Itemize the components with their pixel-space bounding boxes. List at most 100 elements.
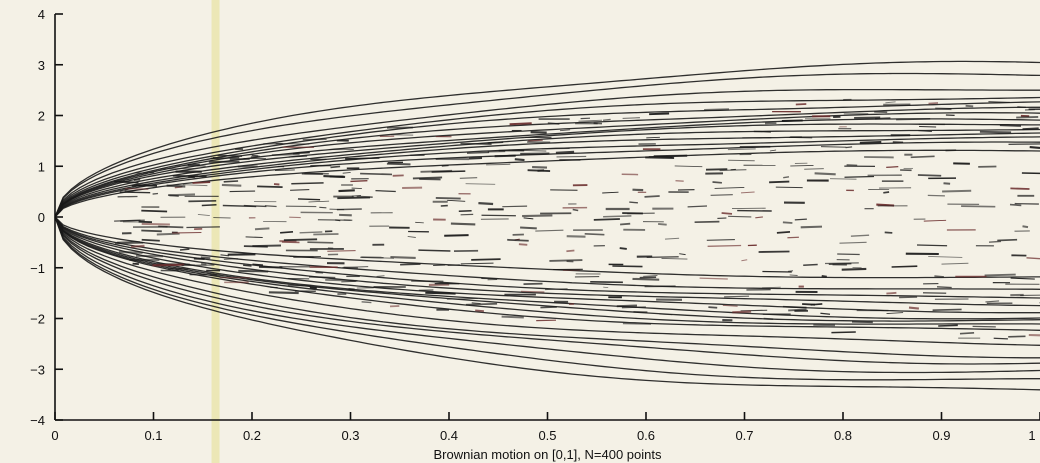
sample-path-segment	[418, 249, 451, 252]
sample-path-segment	[844, 175, 875, 178]
sample-path-segment	[837, 253, 860, 256]
sample-path-segment	[411, 280, 444, 283]
sample-path-segment	[732, 310, 752, 314]
sample-path-segment	[465, 302, 498, 306]
sample-path-segment	[603, 286, 609, 289]
sample-path-segment	[257, 185, 283, 188]
sample-path-segment	[502, 205, 528, 208]
sample-path-segment	[323, 175, 346, 178]
sample-path-segment	[850, 234, 870, 237]
sample-path-segment	[460, 262, 494, 265]
sample-path-curve	[54, 216, 1040, 320]
sample-path-segment	[258, 265, 283, 269]
sample-path-segment	[762, 270, 792, 273]
sample-path-segment	[309, 286, 317, 290]
sample-path-curve	[54, 216, 1040, 307]
sample-path-segment	[675, 180, 684, 182]
x-ticks: 0 0.1 0.2 0.3 0.4 0.5 0.6 0.7 0.8 0.9 1	[51, 412, 1040, 443]
sample-path-segment	[287, 284, 312, 287]
sample-path-segment	[435, 196, 461, 200]
sample-path-segment	[221, 183, 242, 187]
sample-path-segment	[220, 254, 229, 257]
y-tick-label: 4	[38, 7, 45, 22]
sample-path-segment	[283, 238, 318, 242]
sample-path-segment	[478, 202, 494, 206]
sample-path-segment	[118, 250, 143, 254]
sample-path-segment	[918, 130, 932, 132]
sample-path-segment	[197, 214, 210, 216]
sample-path-segment	[114, 242, 144, 245]
sample-path-segment	[997, 238, 1018, 242]
y-tick-label: −4	[30, 413, 45, 428]
y-tick-label: −1	[30, 261, 45, 276]
sample-path-segment	[459, 176, 478, 180]
sample-path-segment	[988, 240, 1002, 243]
sample-path-segment	[559, 129, 571, 132]
sample-path-segment	[361, 301, 372, 304]
sample-path-segment	[776, 231, 791, 234]
sample-path-segment	[348, 287, 355, 291]
sample-path-segment	[250, 155, 260, 158]
sample-path-segment	[130, 244, 145, 248]
sample-path-segment	[941, 262, 969, 265]
sample-path-segment	[200, 262, 207, 266]
sample-path-segment	[603, 118, 611, 121]
x-tick-label: 0.2	[243, 428, 261, 443]
sample-path-segment	[602, 191, 619, 194]
sample-path-segment	[874, 110, 888, 114]
sample-path-segment	[658, 222, 667, 226]
sample-path-segment	[661, 257, 688, 260]
sample-path-segment	[264, 205, 277, 208]
sample-path-segment	[518, 243, 528, 246]
sample-path-segment	[1009, 203, 1022, 207]
sample-path-segment	[705, 168, 728, 171]
curves-layer	[54, 60, 1040, 391]
sample-path-segment	[621, 306, 646, 309]
sample-path-segment	[629, 201, 638, 204]
sample-path-segment	[179, 248, 190, 251]
sample-path-segment	[706, 239, 735, 241]
sample-path-segment	[375, 189, 396, 193]
sample-path-segment	[910, 155, 935, 159]
sample-path-segment	[854, 116, 881, 119]
sample-path-segment	[810, 303, 823, 306]
sample-path-segment	[919, 126, 937, 128]
sample-path-segment	[532, 166, 548, 169]
sample-path-segment	[884, 231, 893, 234]
sample-path-segment	[1014, 202, 1039, 205]
sample-path-segment	[728, 215, 752, 218]
sample-path-segment	[386, 162, 411, 166]
sample-path-segment	[494, 154, 516, 158]
sample-path-segment	[932, 308, 962, 311]
sample-path-segment	[753, 130, 771, 133]
sample-path-segment	[1022, 127, 1039, 131]
sample-path-segment	[674, 165, 703, 168]
sample-path-segment	[762, 286, 781, 289]
sample-path-segment	[664, 237, 680, 240]
sample-path-segment	[699, 277, 728, 280]
sample-path-segment	[487, 141, 504, 144]
sample-path-segment	[486, 163, 511, 166]
sample-path-segment	[724, 295, 750, 298]
sample-path-segment	[343, 266, 358, 269]
sample-path-segment	[549, 259, 583, 262]
sample-path-segment	[1026, 257, 1040, 260]
x-tick-label: 0	[51, 428, 58, 443]
sample-path-curve	[54, 216, 1040, 331]
sample-path-segment	[229, 190, 256, 193]
sample-path-segment	[169, 193, 196, 197]
sample-path-segment	[851, 320, 873, 324]
sample-path-segment	[475, 309, 484, 313]
sample-path-segment	[336, 208, 362, 211]
sample-path-segment	[471, 258, 501, 261]
sample-path-segment	[603, 215, 632, 218]
sample-path-segment	[338, 189, 355, 193]
sample-path-segment	[769, 180, 790, 184]
sample-path-curve	[54, 216, 1040, 290]
sample-path-segment	[824, 262, 859, 265]
sample-path-segment	[922, 292, 947, 295]
sample-path-segment	[166, 184, 186, 188]
sample-path-segment	[291, 182, 324, 185]
sample-path-segment	[616, 304, 638, 308]
